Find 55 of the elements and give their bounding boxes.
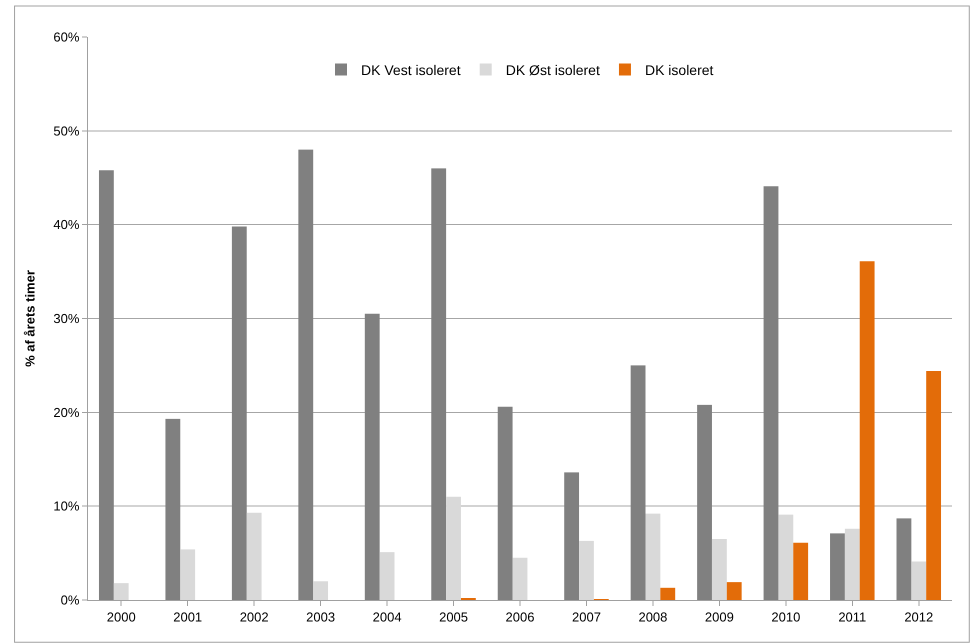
bar: [114, 583, 129, 600]
x-tick-label: 2007: [572, 610, 601, 625]
bar: [778, 514, 794, 600]
bar: [793, 542, 808, 600]
bar: [860, 261, 875, 600]
bar: [446, 496, 461, 600]
bar: [712, 539, 727, 600]
x-tick-label: 2009: [704, 610, 734, 625]
x-tick-label: 2010: [771, 610, 800, 625]
bar: [180, 549, 196, 600]
x-tick-label: 2001: [173, 610, 202, 625]
bar: [232, 226, 247, 600]
bar: [498, 406, 513, 600]
bar: [364, 314, 380, 600]
y-tick-label: 10%: [53, 498, 80, 514]
legend-label: DK Øst isoleret: [506, 62, 600, 78]
x-tick-label: 2004: [372, 610, 402, 625]
y-tick-label: 20%: [53, 404, 80, 420]
x-tick-label: 2012: [904, 610, 934, 625]
bar: [298, 150, 314, 600]
y-tick-label: 50%: [53, 123, 80, 138]
x-tick-label: 2005: [439, 610, 468, 625]
bar: [896, 518, 912, 600]
bar: [646, 514, 660, 600]
x-tick-label: 2006: [506, 610, 534, 625]
bar: [313, 581, 328, 600]
bar: [926, 371, 942, 600]
bar: [98, 170, 114, 600]
y-axis-title: % af årets timer: [22, 270, 38, 367]
legend-label: DK Vest isoleret: [361, 62, 461, 78]
bar: [165, 418, 180, 600]
bar: [911, 562, 926, 600]
legend-label: DK isoleret: [644, 62, 714, 78]
bar: [844, 528, 860, 600]
bar: [380, 552, 394, 600]
y-tick-label: 40%: [53, 217, 80, 232]
bar: [512, 558, 528, 600]
bar: [630, 365, 646, 600]
bar: [660, 588, 676, 600]
x-tick-label: 2003: [306, 610, 336, 625]
bar: [579, 540, 594, 600]
bar: [726, 582, 742, 600]
bar: [830, 533, 845, 600]
y-tick-label: 60%: [53, 30, 80, 45]
y-tick-label: 30%: [53, 311, 80, 326]
bar: [564, 472, 580, 600]
bar: [697, 404, 712, 600]
x-tick-label: 2002: [240, 610, 269, 625]
bar: [431, 168, 446, 600]
x-tick-label: 2000: [106, 610, 136, 625]
bar: [246, 512, 262, 600]
bar: [764, 186, 778, 600]
x-tick-label: 2008: [638, 610, 668, 625]
x-tick-label: 2011: [838, 610, 866, 625]
y-tick-label: 0%: [60, 592, 80, 608]
